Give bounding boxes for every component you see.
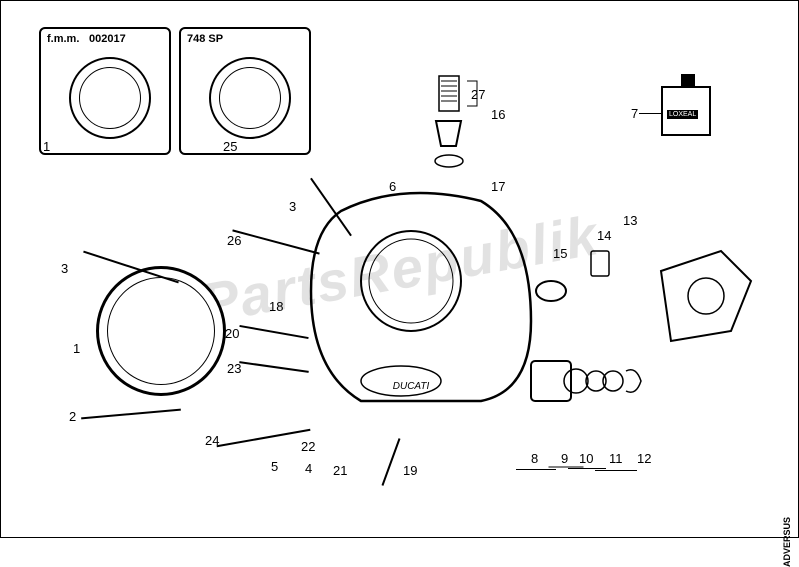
callout-14: 14: [597, 228, 611, 243]
callout-3a: 3: [61, 261, 68, 276]
leader-8: [516, 469, 556, 470]
clutch-cover-fmm-icon: [69, 57, 151, 139]
variant-label: 748 SP: [187, 33, 223, 45]
leader-11: [595, 470, 637, 471]
adversus-label: ADVERSUS: [782, 517, 792, 567]
bolt-23-icon: [239, 361, 309, 373]
shaft-assembly-icon: [521, 241, 771, 441]
callout-15: 15: [553, 246, 567, 261]
callout-3b: 3: [289, 199, 296, 214]
callout-26: 26: [227, 233, 241, 248]
callout-12: 12: [637, 451, 651, 466]
callout-19: 19: [403, 463, 417, 478]
callout-13: 13: [623, 213, 637, 228]
callout-10: 10: [579, 451, 593, 466]
callout-5: 5: [271, 459, 278, 474]
fmm-label: f.m.m.: [47, 33, 79, 45]
callout-22: 22: [301, 439, 315, 454]
callout-18: 18: [269, 299, 283, 314]
svg-text:DUCATI: DUCATI: [393, 381, 430, 392]
bolt-24-icon: [217, 429, 311, 447]
callout-21: 21: [333, 463, 347, 478]
callout-23: 23: [227, 361, 241, 376]
callout-9: 9: [561, 451, 568, 466]
callout-24: 24: [205, 433, 219, 448]
callout-1a: 1: [43, 139, 50, 154]
bottle-cap-icon: [681, 74, 695, 88]
callout-7: 7: [631, 106, 638, 121]
sealant-label: LOXEAL: [667, 110, 698, 119]
bolt-20-icon: [239, 325, 308, 339]
callout-20: 20: [225, 326, 239, 341]
callout-8: 8: [531, 451, 538, 466]
callout-16: 16: [491, 107, 505, 122]
clutch-cover-main-icon: [96, 266, 226, 396]
inset-box-fmm: f.m.m. 002017: [39, 27, 171, 155]
callout-1b: 1: [73, 341, 80, 356]
leader-7: [639, 113, 661, 114]
fmm-number: 002017: [89, 33, 126, 45]
callout-4: 4: [305, 461, 312, 476]
diagram-container: PartsRepublik f.m.m. 002017 748 SP LOXEA…: [0, 0, 799, 538]
callout-2: 2: [69, 409, 76, 424]
callout-27: 27: [471, 87, 485, 102]
bolt-2-icon: [81, 409, 181, 420]
inset-box-748sp: 748 SP: [179, 27, 311, 155]
leader-10: [568, 468, 606, 469]
callout-17: 17: [491, 179, 505, 194]
sealant-bottle-icon: LOXEAL: [661, 86, 711, 136]
clutch-cover-748sp-icon: [209, 57, 291, 139]
callout-11: 11: [609, 451, 623, 466]
callout-6: 6: [389, 179, 396, 194]
callout-25: 25: [223, 139, 237, 154]
bolt-19-icon: [382, 438, 401, 486]
